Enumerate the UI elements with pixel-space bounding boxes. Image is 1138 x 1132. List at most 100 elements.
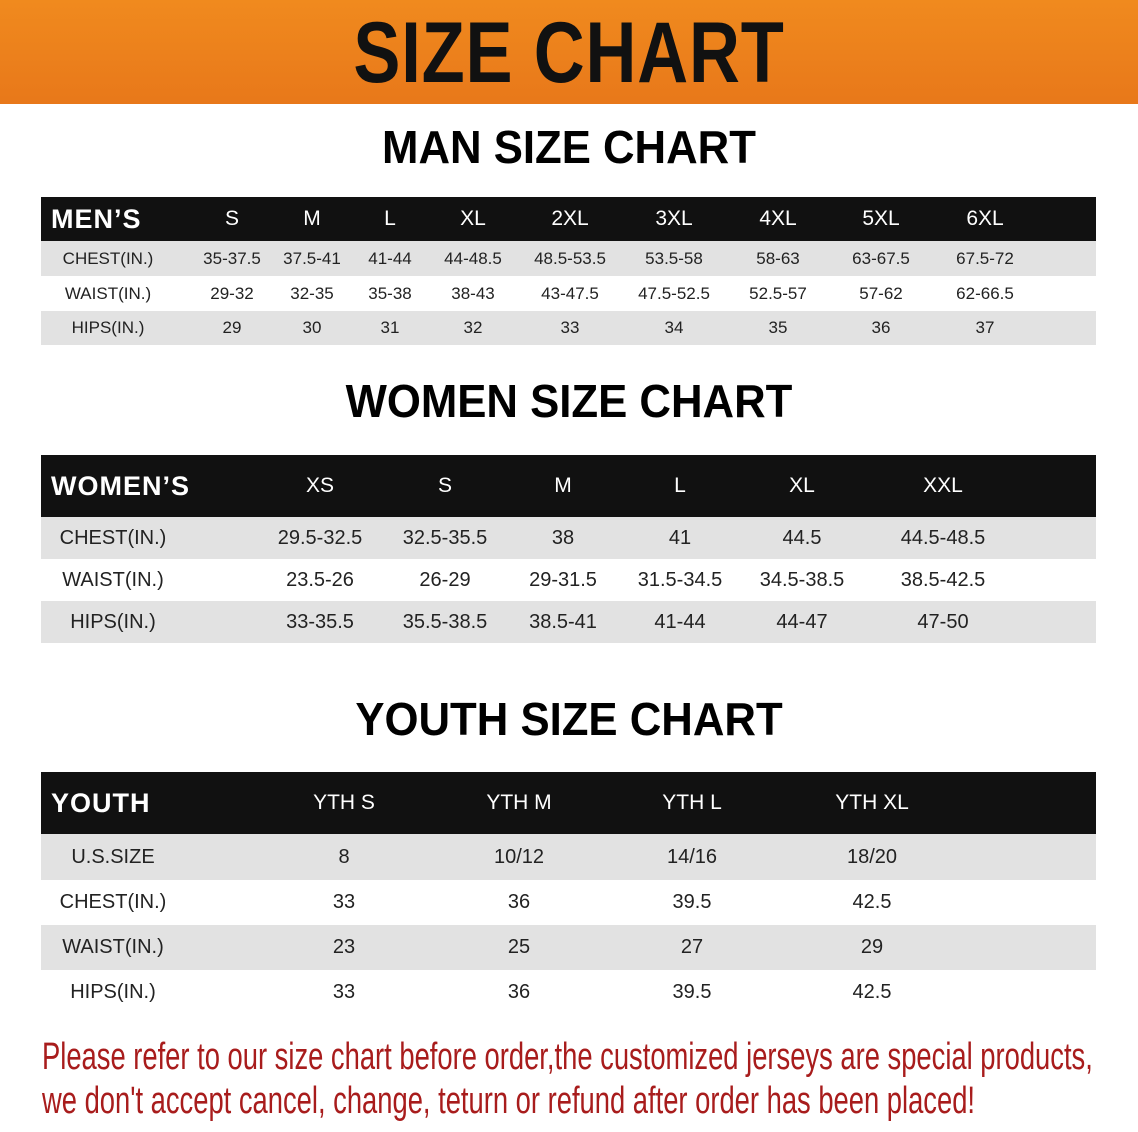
size-header: L bbox=[384, 207, 396, 230]
table-cell: 33 bbox=[332, 891, 356, 913]
table-cell: 34 bbox=[664, 318, 684, 337]
table-row: HIPS(IN.) 33-35.5 35.5-38.5 38.5-41 41-44 44-… bbox=[41, 601, 1096, 643]
table-cell: 29 bbox=[222, 318, 242, 337]
table-cell: 10/12 bbox=[493, 845, 545, 868]
table-cell: 57-62 bbox=[859, 283, 903, 303]
table-cell: 35-37.5 bbox=[203, 248, 261, 268]
table-cell: 36 bbox=[507, 891, 531, 913]
table-cell: 47.5-52.5 bbox=[638, 283, 710, 303]
youth-header-row: YOUTH YTH S YTH M YTH L YTH XL bbox=[41, 772, 1096, 834]
table-cell: 29-32 bbox=[210, 283, 254, 303]
table-cell: 39.5 bbox=[672, 981, 712, 1003]
table-cell: 37.5-41 bbox=[283, 248, 341, 268]
table-cell: 35.5-38.5 bbox=[402, 610, 488, 633]
table-row: U.S.SIZE 8 10/12 14/16 18/20 bbox=[41, 834, 1096, 880]
table-row: WAIST(IN.) 23 25 27 29 bbox=[41, 925, 1096, 970]
table-cell: 38 bbox=[551, 526, 575, 549]
row-label: CHEST(IN.) bbox=[59, 891, 167, 913]
table-cell: 23 bbox=[332, 936, 356, 958]
table-cell: 33-35.5 bbox=[286, 610, 354, 633]
table-cell: 25 bbox=[507, 936, 531, 958]
table-row: CHEST(IN.) 29.5-32.5 32.5-35.5 38 41 44.5 44.5… bbox=[41, 517, 1096, 559]
table-cell: 38-43 bbox=[451, 283, 495, 303]
table-cell: 36 bbox=[871, 318, 891, 337]
men-size-table: MEN’S S M L XL 2XL 3XL 4XL 5XL 6XL CHEST(IN.) 35-37… bbox=[41, 197, 1096, 345]
table-cell: 62-66.5 bbox=[956, 283, 1014, 303]
row-label: WAIST(IN.) bbox=[62, 568, 164, 591]
women-section-title: WOMEN SIZE CHART bbox=[345, 375, 793, 427]
table-cell: 52.5-57 bbox=[749, 283, 807, 303]
table-cell: 44-48.5 bbox=[444, 248, 502, 268]
table-cell: 32.5-35.5 bbox=[402, 526, 488, 549]
table-row: CHEST(IN.) 33 36 39.5 42.5 bbox=[41, 880, 1096, 925]
table-row: CHEST(IN.) 35-37.5 37.5-41 41-44 44-48.5 48.5… bbox=[41, 241, 1096, 276]
table-cell: 8 bbox=[338, 845, 350, 868]
size-header: S bbox=[437, 474, 453, 497]
table-cell: 48.5-53.5 bbox=[534, 248, 606, 268]
table-cell: 44.5 bbox=[782, 526, 822, 549]
row-label: CHEST(IN.) bbox=[59, 526, 167, 549]
table-cell: 38.5-42.5 bbox=[900, 568, 986, 591]
table-row: HIPS(IN.) 33 36 39.5 42.5 bbox=[41, 970, 1096, 1015]
table-heading: WOMEN’S bbox=[51, 470, 190, 501]
table-cell: 27 bbox=[680, 936, 704, 958]
table-row: HIPS(IN.) 29 30 31 32 33 34 35 36 37 bbox=[41, 311, 1096, 345]
row-label: U.S.SIZE bbox=[71, 845, 155, 868]
size-header: YTH S bbox=[313, 791, 375, 814]
table-cell: 34.5-38.5 bbox=[759, 568, 845, 591]
table-cell: 29 bbox=[860, 936, 884, 958]
row-label: HIPS(IN.) bbox=[71, 318, 145, 337]
table-cell: 42.5 bbox=[852, 891, 892, 913]
table-cell: 29.5-32.5 bbox=[277, 526, 363, 549]
table-cell: 41-44 bbox=[654, 610, 706, 633]
youth-size-table: YOUTH YTH S YTH M YTH L YTH XL U.S.SIZE 8 10/12… bbox=[41, 772, 1096, 1015]
row-label: WAIST(IN.) bbox=[62, 936, 164, 958]
table-cell: 44.5-48.5 bbox=[900, 526, 986, 549]
size-header: M bbox=[554, 474, 572, 497]
notice-line-1: Please refer to our size chart before or… bbox=[42, 1036, 1093, 1078]
table-heading: MEN’S bbox=[51, 203, 142, 234]
banner: SIZE CHART bbox=[0, 0, 1138, 104]
women-size-table: WOMEN’S XS S M L XL XXL CHEST(IN.) 29.5-32.5 32.5… bbox=[41, 455, 1096, 643]
table-cell: 31 bbox=[380, 318, 400, 337]
table-cell: 35-38 bbox=[368, 283, 412, 303]
size-header: 4XL bbox=[759, 207, 797, 230]
row-label: CHEST(IN.) bbox=[62, 248, 154, 268]
table-cell: 35 bbox=[768, 318, 788, 337]
size-header: YTH L bbox=[662, 791, 722, 814]
size-header: 6XL bbox=[966, 207, 1004, 230]
row-label: HIPS(IN.) bbox=[70, 981, 156, 1003]
size-header: L bbox=[674, 474, 686, 497]
table-cell: 26-29 bbox=[419, 568, 471, 591]
table-cell: 67.5-72 bbox=[956, 248, 1014, 268]
table-cell: 36 bbox=[507, 981, 531, 1003]
table-heading: YOUTH bbox=[51, 787, 151, 818]
youth-section-title: YOUTH SIZE CHART bbox=[355, 693, 783, 745]
size-header: XS bbox=[305, 474, 335, 497]
table-cell: 37 bbox=[975, 318, 995, 337]
size-header: S bbox=[224, 207, 240, 230]
table-cell: 33 bbox=[332, 981, 356, 1003]
table-cell: 53.5-58 bbox=[645, 248, 703, 268]
men-header-row: MEN’S S M L XL 2XL 3XL 4XL 5XL 6XL bbox=[41, 197, 1096, 241]
table-cell: 14/16 bbox=[666, 845, 718, 868]
size-header: XXL bbox=[923, 474, 963, 497]
table-cell: 38.5-41 bbox=[529, 610, 597, 633]
size-header: YTH XL bbox=[835, 791, 909, 814]
size-header: XL bbox=[789, 474, 815, 497]
row-label: HIPS(IN.) bbox=[70, 610, 156, 633]
men-section-title: MAN SIZE CHART bbox=[382, 121, 756, 173]
banner-title: SIZE CHART bbox=[353, 5, 785, 101]
size-header: YTH M bbox=[486, 791, 552, 814]
table-cell: 58-63 bbox=[756, 248, 800, 268]
notice-line-2: we don't accept cancel, change, teturn o… bbox=[42, 1080, 976, 1122]
table-cell: 41-44 bbox=[368, 248, 412, 268]
table-cell: 44-47 bbox=[776, 610, 828, 633]
table-row: WAIST(IN.) 23.5-26 26-29 29-31.5 31.5-34.5 34… bbox=[41, 559, 1096, 601]
table-cell: 41 bbox=[668, 526, 692, 549]
size-header: 5XL bbox=[862, 207, 900, 230]
size-header: XL bbox=[460, 207, 486, 230]
table-cell: 33 bbox=[560, 318, 580, 337]
size-header: 3XL bbox=[655, 207, 693, 230]
table-cell: 32 bbox=[463, 318, 483, 337]
